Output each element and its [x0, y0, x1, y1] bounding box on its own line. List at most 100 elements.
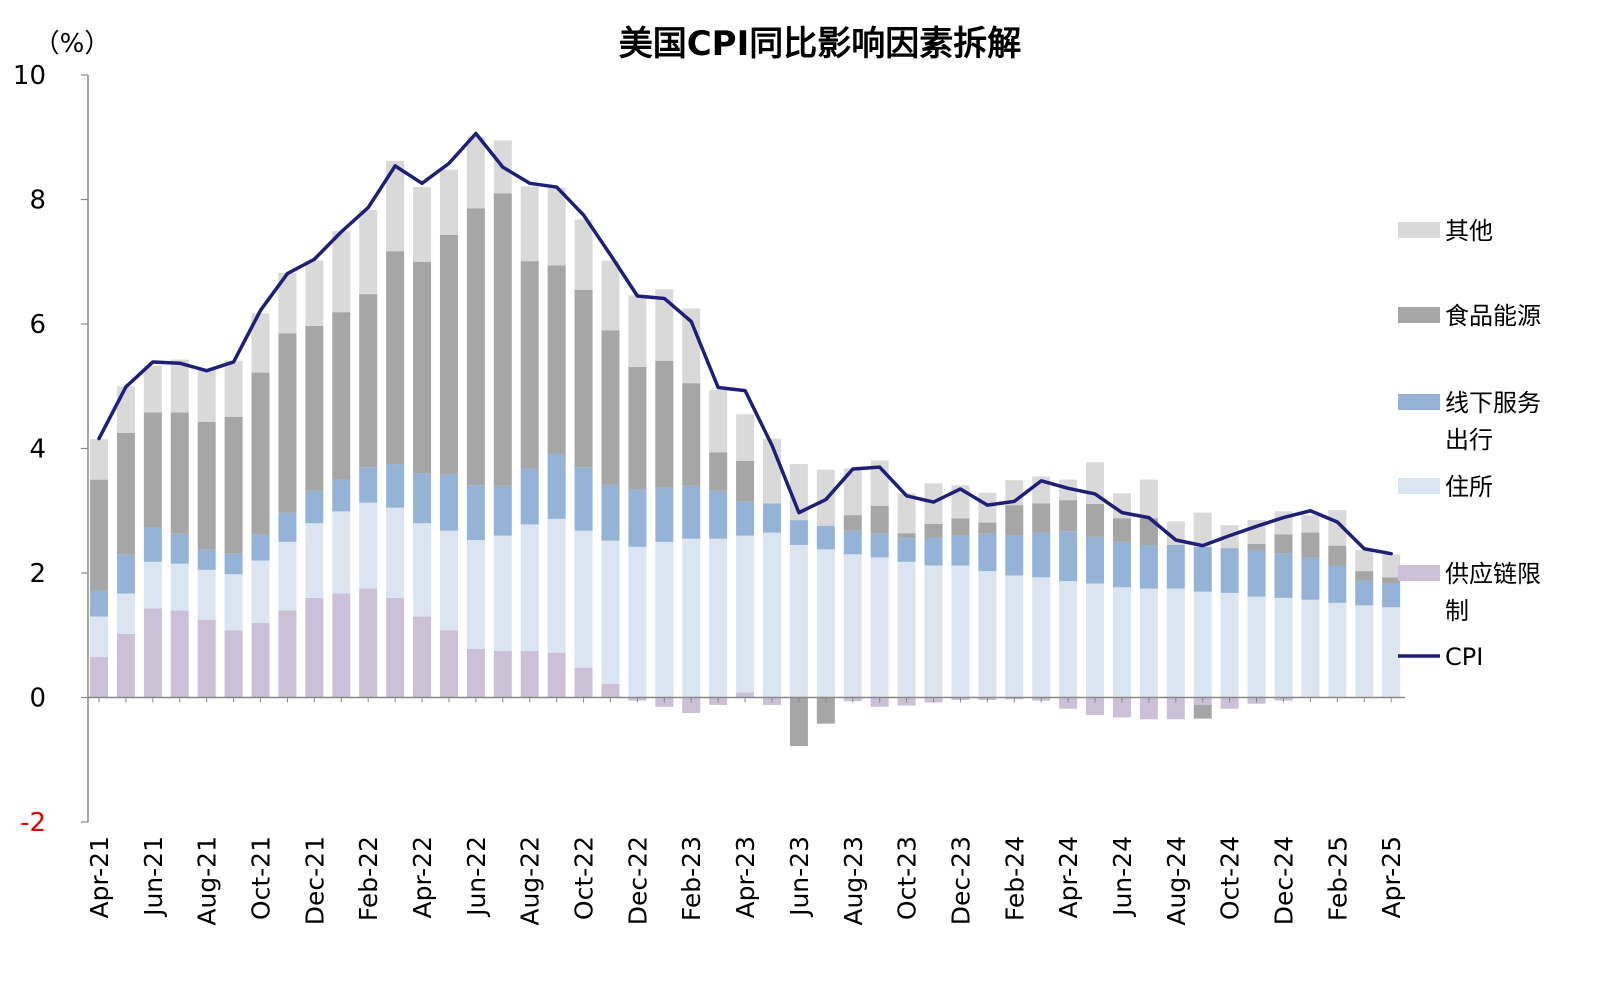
- bar-segment-s0-16: [520, 650, 539, 698]
- bar-segment-s4-19: [601, 260, 620, 331]
- x-tick-label: Aug-21: [193, 836, 222, 926]
- bar-segment-s2-14: [466, 485, 485, 541]
- bar-segment-s2-32: [951, 535, 970, 566]
- bar-segment-s2-9: [332, 479, 351, 512]
- bar-segment-s0-36: [1059, 697, 1078, 709]
- bar-segment-s4-22: [682, 308, 701, 384]
- bar-segment-s0-2: [143, 608, 162, 698]
- bar-segment-s3-15: [493, 193, 512, 486]
- bar-segment-s3-41: [1193, 704, 1212, 719]
- bar-segment-s0-10: [359, 588, 378, 698]
- x-tick-label: Oct-24: [1216, 836, 1245, 920]
- bar-segment-s4-39: [1139, 479, 1158, 519]
- bar-segment-s4-45: [1301, 515, 1320, 533]
- bar-segment-s1-9: [332, 511, 351, 594]
- bar-segment-s4-6: [251, 313, 270, 373]
- y-tick-label: -2: [20, 808, 46, 838]
- bar-segment-s0-24: [736, 692, 755, 698]
- x-tick-label: Apr-24: [1054, 836, 1083, 918]
- bar-segment-s3-1: [116, 432, 135, 555]
- y-axis-unit-label: （%）: [34, 29, 111, 59]
- bar-segment-s0-6: [251, 622, 270, 698]
- bar-segment-s3-33: [978, 522, 997, 534]
- x-tick-label: Oct-22: [570, 836, 599, 920]
- bar-segment-s4-14: [466, 136, 485, 209]
- bar-segment-s2-1: [116, 554, 135, 594]
- bar-segment-s3-14: [466, 208, 485, 486]
- bar-segment-s1-4: [197, 569, 216, 620]
- bar-segment-s2-15: [493, 485, 512, 536]
- bar-segment-s1-28: [843, 554, 862, 698]
- y-tick-label: 10: [13, 61, 46, 91]
- bar-segment-s4-10: [359, 210, 378, 295]
- bar-segment-s4-30: [897, 493, 916, 534]
- bar-segment-s1-26: [789, 544, 808, 698]
- bar-segment-s2-39: [1139, 544, 1158, 589]
- bar-segment-s1-35: [1032, 577, 1051, 698]
- x-tick-label: Feb-24: [1000, 836, 1029, 921]
- bar-segment-s2-7: [278, 512, 297, 542]
- bar-segment-s3-37: [1086, 503, 1105, 537]
- x-tick-label: Feb-23: [677, 836, 706, 921]
- bar-segment-s3-46: [1328, 545, 1347, 566]
- bar-segment-s1-1: [116, 593, 135, 634]
- bar-segment-s0-3: [170, 610, 189, 698]
- bar-segment-s2-29: [870, 533, 889, 558]
- bar-segment-s1-44: [1274, 597, 1293, 698]
- bar-segment-s2-22: [682, 485, 701, 539]
- legend-label: 制: [1445, 597, 1469, 625]
- bar-segment-s2-37: [1086, 536, 1105, 584]
- bar-segment-s2-41: [1193, 546, 1212, 592]
- x-tick-label: Dec-22: [623, 836, 652, 925]
- bar-segment-s4-21: [655, 289, 674, 361]
- bar-segment-s3-26: [789, 697, 808, 747]
- bar-segment-s0-14: [466, 648, 485, 698]
- bar-segment-s3-44: [1274, 534, 1293, 554]
- bar-segment-s2-33: [978, 533, 997, 572]
- bar-segment-s2-34: [1005, 535, 1024, 576]
- bar-segment-s1-10: [359, 502, 378, 589]
- bar-segment-s1-21: [655, 541, 674, 698]
- bar-segment-s2-38: [1112, 541, 1131, 588]
- y-tick-label: 8: [29, 186, 46, 216]
- x-tick-label: Apr-25: [1377, 836, 1406, 918]
- bar-segment-s1-36: [1059, 581, 1078, 698]
- bar-segment-s4-17: [547, 187, 566, 266]
- bar-segment-s3-29: [870, 505, 889, 534]
- bar-segment-s1-0: [90, 616, 108, 658]
- bar-segment-s1-33: [978, 571, 997, 698]
- bar-segment-s1-3: [170, 563, 189, 611]
- bar-segment-s3-32: [951, 518, 970, 536]
- bar-segment-s4-40: [1166, 521, 1185, 545]
- plot-bars: [90, 136, 1401, 747]
- bar-segment-s0-40: [1166, 697, 1185, 720]
- bar-segment-s1-34: [1005, 575, 1024, 698]
- bar-segment-s1-13: [439, 530, 458, 631]
- bar-segment-s2-36: [1059, 531, 1078, 582]
- x-tick-label: Apr-21: [85, 836, 114, 918]
- x-tick-label: Oct-23: [893, 836, 922, 920]
- legend-swatch: [1398, 222, 1440, 238]
- bar-segment-s2-25: [763, 503, 781, 533]
- bar-segment-s2-19: [601, 484, 620, 541]
- bar-segment-s0-8: [305, 597, 324, 698]
- bar-segment-s4-4: [197, 368, 216, 422]
- bar-segment-s1-24: [736, 535, 755, 693]
- bar-segment-s1-30: [897, 561, 916, 698]
- legend-label: 供应链限: [1445, 560, 1541, 588]
- bar-segment-s2-48: [1382, 583, 1401, 608]
- bar-segment-s2-28: [843, 530, 862, 555]
- bar-segment-s3-23: [709, 452, 728, 491]
- bar-segment-s3-27: [816, 697, 835, 724]
- bar-segment-s3-4: [197, 421, 216, 550]
- y-tick-label: 0: [29, 684, 46, 714]
- bar-segment-s0-15: [493, 650, 512, 698]
- bar-segment-s0-18: [574, 667, 593, 698]
- x-tick-label: Dec-21: [300, 836, 329, 925]
- bar-segment-s3-24: [736, 460, 755, 502]
- bar-segment-s2-21: [655, 487, 674, 542]
- bar-segment-s4-1: [116, 386, 135, 433]
- bar-segment-s1-32: [951, 565, 970, 698]
- bar-segment-s3-13: [439, 234, 458, 475]
